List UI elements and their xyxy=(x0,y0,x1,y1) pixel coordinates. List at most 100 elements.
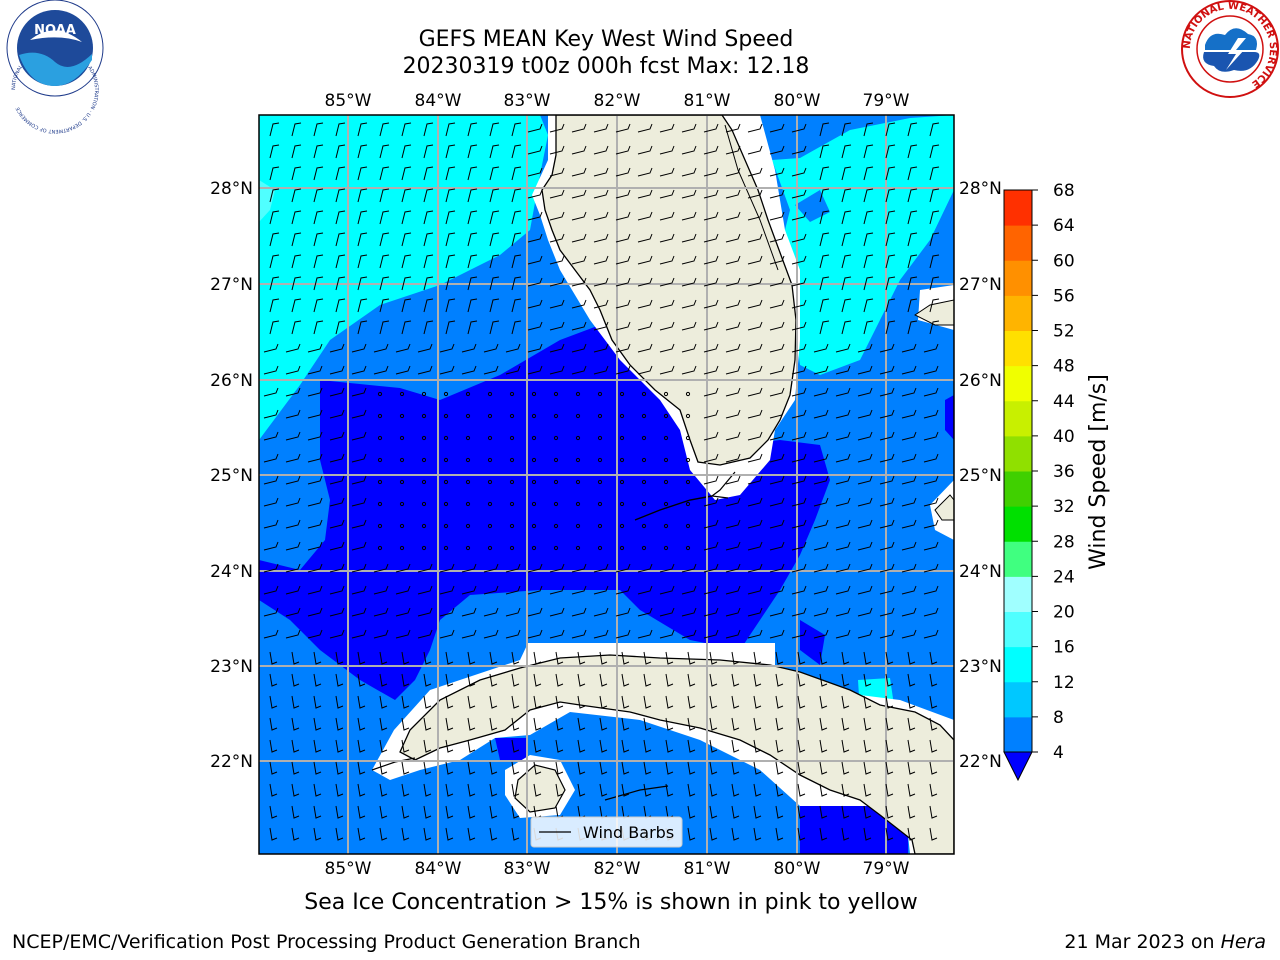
wind-barb xyxy=(797,673,806,687)
wind-barb xyxy=(791,387,807,397)
wind-barb xyxy=(923,387,939,397)
wind-barb xyxy=(401,761,410,775)
wind-barb xyxy=(769,497,785,507)
calm-barb xyxy=(509,545,515,551)
wind-barb xyxy=(593,255,609,265)
wind-barb xyxy=(291,673,300,687)
wind-barb xyxy=(835,343,851,353)
wind-barb xyxy=(599,717,608,731)
wind-barb xyxy=(769,519,785,529)
wind-barb xyxy=(533,673,542,687)
wind-barb xyxy=(863,805,872,819)
wind-barb xyxy=(401,320,412,335)
wind-barb xyxy=(379,739,388,753)
lon-label: 80°W xyxy=(774,91,821,111)
wind-barb xyxy=(269,783,278,797)
wind-barb xyxy=(533,651,542,665)
barb-legend: Wind Barbs xyxy=(530,816,683,848)
wind-barb xyxy=(351,365,367,375)
wind-barb xyxy=(703,497,719,507)
calm-barb xyxy=(399,501,405,507)
wind-barb xyxy=(835,497,851,507)
colorbar-tick-label: 16 xyxy=(1053,638,1075,658)
wind-barb xyxy=(681,343,697,353)
wind-barb xyxy=(769,453,785,463)
calm-barb xyxy=(641,413,647,419)
wind-barb xyxy=(269,651,278,665)
wind-barb xyxy=(291,298,302,313)
wind-barb xyxy=(769,145,785,155)
wind-barb xyxy=(401,298,412,313)
wind-barb xyxy=(901,409,917,419)
wind-barb xyxy=(775,805,784,819)
wind-barb xyxy=(841,166,852,181)
wind-barb xyxy=(423,761,432,775)
wind-barb xyxy=(747,277,763,287)
wind-barb xyxy=(929,210,940,225)
wind-barb xyxy=(747,585,763,595)
wind-barb xyxy=(467,122,478,137)
colorbar-segment xyxy=(1004,681,1032,718)
wind-barb xyxy=(923,607,939,617)
calm-barb xyxy=(619,501,625,507)
calm-barb xyxy=(685,391,691,397)
wind-barb xyxy=(885,695,894,709)
calm-barb xyxy=(377,501,383,507)
wind-barb xyxy=(549,277,565,287)
wind-barb xyxy=(731,783,740,797)
wind-barb xyxy=(879,475,895,485)
colorbar-tick-label: 68 xyxy=(1053,181,1075,201)
wind-barb xyxy=(819,276,830,291)
calm-barb xyxy=(487,391,493,397)
wind-barb xyxy=(681,189,697,199)
colorbar-segment xyxy=(1004,225,1032,261)
wind-barb xyxy=(489,232,500,247)
wind-barb xyxy=(423,320,434,335)
wind-barb xyxy=(269,166,280,181)
wind-barb xyxy=(907,761,916,775)
wind-barb xyxy=(709,783,718,797)
wind-barb xyxy=(527,167,543,177)
wind-barb xyxy=(791,541,807,551)
wind-barb xyxy=(643,673,652,687)
wind-barb xyxy=(593,145,609,155)
wind-barb xyxy=(445,651,454,665)
wind-barb xyxy=(335,298,346,313)
wind-barb xyxy=(857,585,873,595)
wind-barb xyxy=(461,343,477,353)
wind-barb xyxy=(351,519,367,529)
wind-barb xyxy=(813,541,829,551)
calm-barb xyxy=(575,479,581,485)
wind-barb xyxy=(329,585,345,595)
wind-barb xyxy=(335,232,346,247)
wind-barb xyxy=(379,254,390,269)
wind-barb xyxy=(467,783,476,797)
colorbar-segment xyxy=(1004,506,1032,542)
wind-barb xyxy=(351,475,367,485)
calm-barb xyxy=(553,457,559,463)
wind-barb xyxy=(263,365,279,375)
wind-barb xyxy=(571,277,587,287)
map-title-line2: 20230319 t00z 000h fcst Max: 12.18 xyxy=(402,54,810,79)
wind-barb xyxy=(863,188,874,203)
wind-barb xyxy=(263,497,279,507)
wind-barb xyxy=(527,189,543,199)
wind-barb xyxy=(615,211,631,221)
wind-barb xyxy=(885,166,896,181)
wind-barb xyxy=(401,210,412,225)
wind-barb xyxy=(907,717,916,731)
wind-barb xyxy=(269,673,278,687)
wind-barb xyxy=(357,805,366,819)
wind-barb xyxy=(769,233,785,243)
calm-barb xyxy=(575,501,581,507)
wind-barb xyxy=(753,739,762,753)
wind-barb xyxy=(747,541,763,551)
wind-barb xyxy=(841,144,852,159)
wind-barb xyxy=(379,276,390,291)
calm-barb xyxy=(487,501,493,507)
wind-barb xyxy=(813,453,829,463)
wind-barb xyxy=(329,343,345,353)
wind-barb xyxy=(379,761,388,775)
wind-barb xyxy=(615,365,631,375)
wind-barb xyxy=(703,299,719,309)
